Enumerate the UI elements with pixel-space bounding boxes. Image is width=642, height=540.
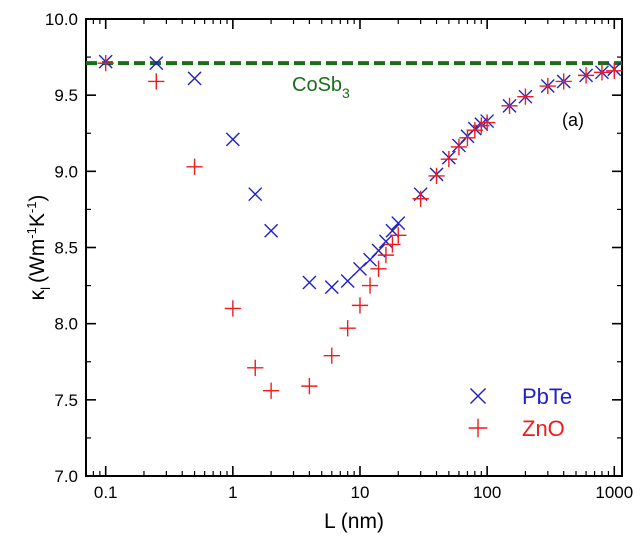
x-tick-label: 10 [351,483,370,502]
reference-label-main: CoSb [292,74,342,96]
data-point-zno [362,277,378,293]
y-tick-label: 7.0 [54,467,78,486]
data-point-zno [148,73,164,89]
data-point-pbte [325,281,338,294]
legend-marker-zno [469,419,488,438]
x-tick-label: 1000 [595,483,633,502]
y-title-sub: l [38,287,53,290]
x-axis-title: L (nm) [324,510,384,533]
y-tick-label: 9.5 [54,86,78,105]
x-tick-label: 0.1 [94,483,118,502]
data-point-zno [428,168,444,184]
data-point-zno [263,383,279,399]
data-point-zno [247,360,263,376]
data-point-zno [352,297,368,313]
x-tick-label: 100 [473,483,501,502]
y-tick-label: 7.5 [54,391,78,410]
data-point-pbte [188,72,201,85]
y-tick-label: 10.0 [45,10,78,29]
data-points [98,55,623,399]
y-tick-label: 8.5 [54,239,78,258]
y-tick-label: 8.0 [54,315,78,334]
data-point-pbte [341,275,354,288]
data-point-zno [225,300,241,316]
legend-label-pbte: PbTe [522,384,572,409]
data-point-zno [340,320,356,336]
data-point-zno [441,151,457,167]
data-point-pbte [226,133,239,146]
data-point-zno [413,191,429,207]
y-tick-label: 9.0 [54,162,78,181]
data-point-zno [186,159,202,175]
y-title-sup2: -1 [24,202,39,214]
legend-label-zno: ZnO [522,416,565,441]
y-title-base: κ [26,289,49,300]
y-title-sup1: -1 [24,227,39,239]
reference-line-label: CoSb3 [292,74,350,101]
x-tick-label: 1 [228,483,237,502]
y-title-close: ) [26,195,49,202]
data-point-zno [98,55,114,71]
data-point-pbte [249,188,262,201]
reference-line-group: CoSb3 [86,63,622,101]
data-point-pbte [265,224,278,237]
y-title-open: (Wm [26,239,49,283]
data-point-zno [301,378,317,394]
panel-label: (a) [562,110,584,130]
y-axis-title: κl(Wm-1K-1) [24,195,53,301]
y-title-mid: K [26,213,49,227]
reference-label-sub: 3 [342,85,350,101]
legend: PbTe ZnO [469,384,573,441]
legend-marker-pbte [471,389,486,404]
data-point-pbte [303,276,316,289]
data-point-zno [324,348,340,364]
